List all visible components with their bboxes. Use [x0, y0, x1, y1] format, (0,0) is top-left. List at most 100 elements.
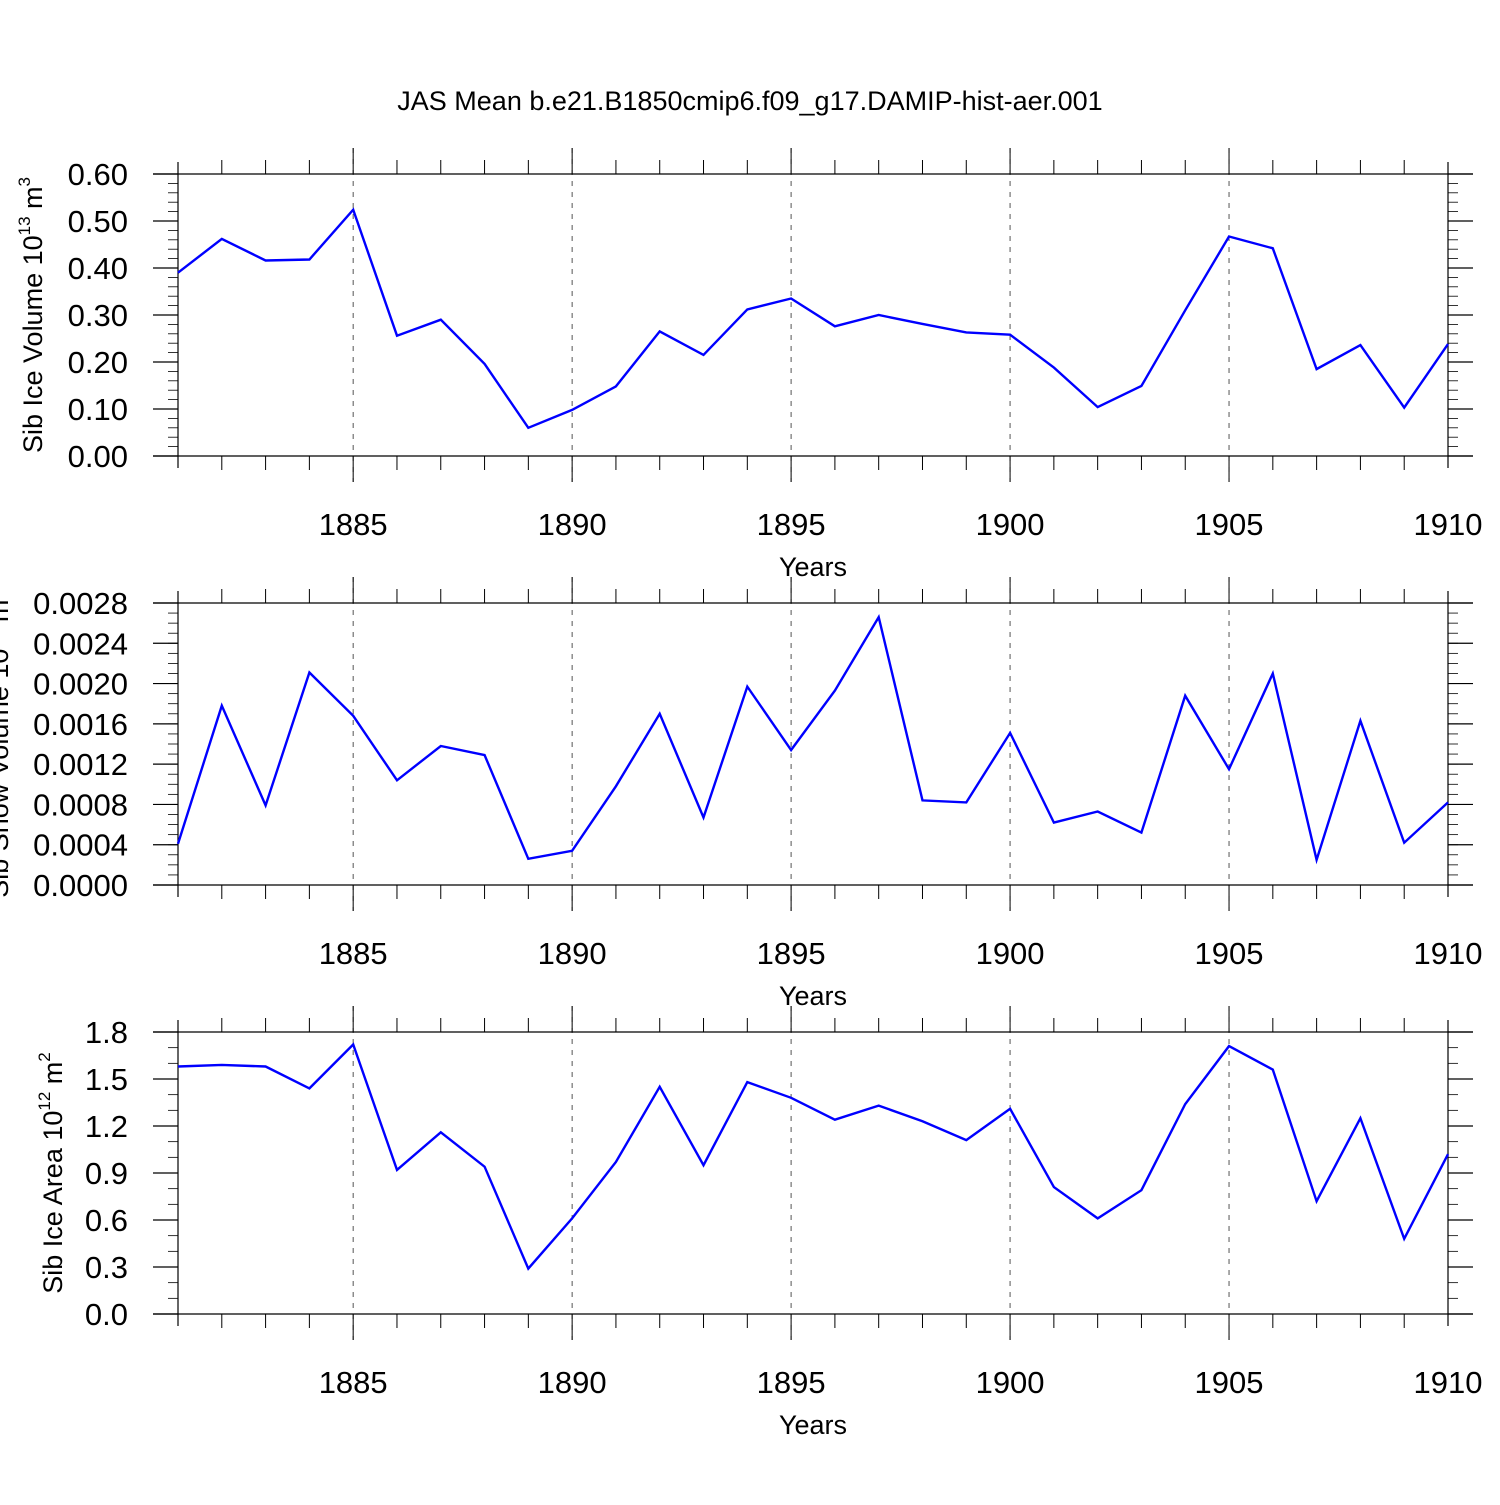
- y-tick-label: 0.20: [68, 345, 128, 380]
- data-point: [220, 704, 224, 708]
- y-tick-label: 1.2: [85, 1109, 128, 1144]
- panel-1: 0.00 0.10 0.20 0.30 0.40 0.50 0.60 1885 1890 1895…: [15, 148, 1482, 582]
- y-tick-label: 0.0008: [33, 787, 128, 822]
- series-line: [176, 613, 1449, 865]
- data-point: [745, 1080, 749, 1084]
- y-tick-label: 0.00: [68, 439, 128, 474]
- data-point: [964, 800, 968, 804]
- data-point: [614, 784, 618, 788]
- data-point: [658, 712, 662, 716]
- data-point: [526, 857, 530, 861]
- y-tick-label: 0.0028: [33, 586, 128, 621]
- data-point: [1008, 333, 1012, 337]
- panel-2: 0.0000 0.0004 0.0008 0.0012 0.0016 0.0020 0.00…: [0, 577, 1482, 1011]
- data-point: [789, 748, 793, 752]
- panel-3: 0.0 0.3 0.6 0.9 1.2 1.5 1.8 1885 1890 1895 1900 190…: [35, 1006, 1482, 1440]
- y-tick-label: 0.0: [85, 1297, 128, 1332]
- data-point: [1358, 719, 1362, 723]
- y-tick-label: 0.3: [85, 1250, 128, 1285]
- data-point: [877, 313, 881, 317]
- data-point: [833, 689, 837, 693]
- data-point: [833, 324, 837, 328]
- data-point: [702, 816, 706, 820]
- data-point: [1271, 672, 1275, 676]
- data-point: [1227, 767, 1231, 771]
- data-point: [1183, 308, 1187, 312]
- y-tick-label: 0.60: [68, 157, 128, 192]
- data-point: [483, 362, 487, 366]
- data-point: [1358, 343, 1362, 347]
- data-point: [1096, 405, 1100, 409]
- data-point: [1358, 1116, 1362, 1120]
- data-point: [658, 329, 662, 333]
- data-point: [789, 297, 793, 301]
- x-tick-label: 1910: [1414, 1365, 1483, 1400]
- x-tick-label: 1895: [757, 936, 826, 971]
- x-axis-label: Years: [779, 981, 847, 1011]
- y-tick-label: 0.0004: [33, 828, 128, 863]
- data-point: [1446, 800, 1450, 804]
- data-point: [789, 1096, 793, 1100]
- data-point: [745, 685, 749, 689]
- data-point: [1446, 342, 1450, 346]
- data-point: [307, 670, 311, 674]
- data-point: [1315, 1199, 1319, 1203]
- data-point: [658, 1085, 662, 1089]
- x-tick-label: 1885: [319, 507, 388, 542]
- series-line: [177, 207, 1449, 430]
- data-point: [745, 307, 749, 311]
- data-point: [439, 1130, 443, 1134]
- data-point: [1446, 1152, 1450, 1156]
- y-tick-label: 0.10: [68, 392, 128, 427]
- x-tick-label: 1895: [757, 507, 826, 542]
- y-tick-label: 0.9: [85, 1156, 128, 1191]
- data-point: [570, 1216, 574, 1220]
- y-axis-label: Sib Ice Area 1012 m2: [35, 1052, 68, 1294]
- y-tick-label: 0.0024: [33, 626, 128, 661]
- data-point: [395, 778, 399, 782]
- data-point: [1402, 1237, 1406, 1241]
- x-tick-label: 1885: [319, 1365, 388, 1400]
- data-point: [264, 803, 268, 807]
- data-point: [395, 1168, 399, 1172]
- y-tick-label: 0.50: [68, 204, 128, 239]
- data-point: [877, 615, 881, 619]
- data-point: [1096, 809, 1100, 813]
- data-point: [702, 1163, 706, 1167]
- data-point: [964, 1138, 968, 1142]
- x-tick-label: 1910: [1414, 936, 1483, 971]
- data-point: [176, 842, 180, 846]
- y-tick-label: 0.0016: [33, 707, 128, 742]
- y-tick-label: 0.0020: [33, 667, 128, 702]
- data-point: [570, 408, 574, 412]
- data-point: [176, 1064, 180, 1068]
- data-point: [1096, 1216, 1100, 1220]
- y-axis-label: Sib Ice Volume 1013 m3: [15, 177, 48, 453]
- data-point: [1052, 1185, 1056, 1189]
- x-tick-label: 1890: [538, 507, 607, 542]
- data-point: [264, 258, 268, 262]
- y-tick-label: 0.0000: [33, 868, 128, 903]
- x-tick-label: 1905: [1195, 1365, 1264, 1400]
- data-point: [307, 258, 311, 262]
- data-point: [1227, 235, 1231, 239]
- data-point: [220, 237, 224, 241]
- y-tick-label: 0.0012: [33, 747, 128, 782]
- data-point: [1271, 1068, 1275, 1072]
- data-point: [570, 849, 574, 853]
- data-point: [877, 1104, 881, 1108]
- y-tick-label: 0.30: [68, 298, 128, 333]
- data-point: [920, 322, 924, 326]
- y-tick-label: 0.6: [85, 1203, 128, 1238]
- data-point: [1315, 367, 1319, 371]
- data-point: [920, 1119, 924, 1123]
- data-point: [1139, 1188, 1143, 1192]
- data-point: [833, 1118, 837, 1122]
- data-point: [614, 1160, 618, 1164]
- y-tick-label: 1.5: [85, 1062, 128, 1097]
- data-point: [1183, 694, 1187, 698]
- data-point: [526, 1267, 530, 1271]
- y-tick-label: 1.8: [85, 1015, 128, 1050]
- data-point: [1271, 246, 1275, 250]
